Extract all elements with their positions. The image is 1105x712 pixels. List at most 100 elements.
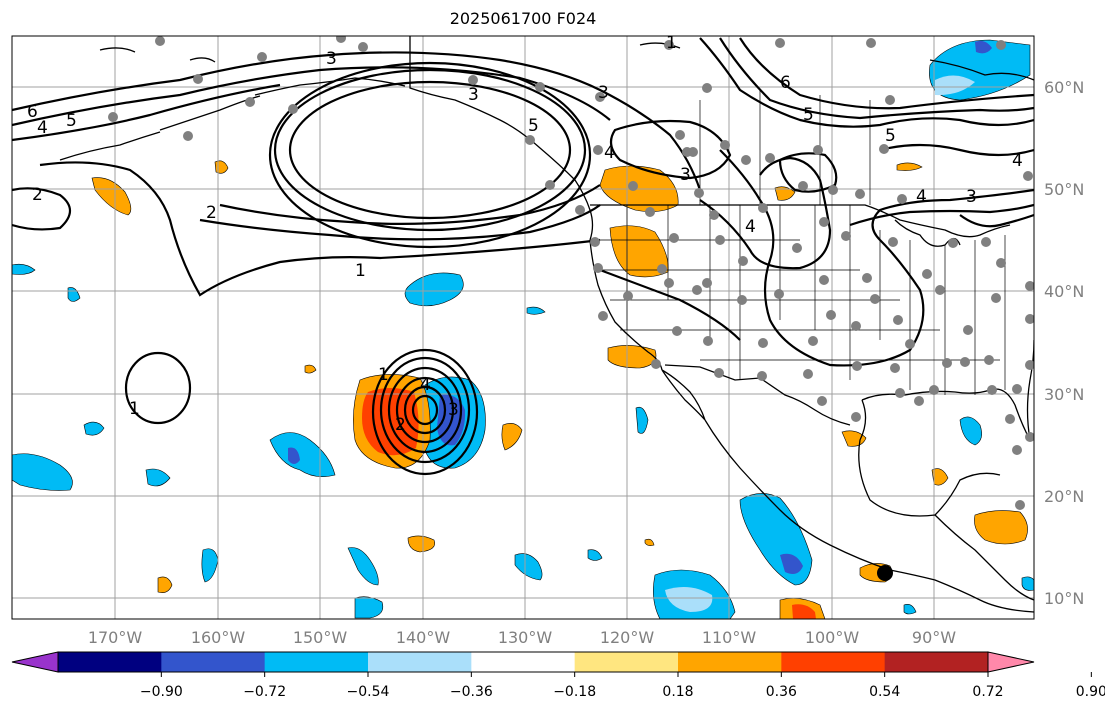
latitude-label: 50°N — [1044, 180, 1084, 199]
shade-neg-west-1-dark — [288, 447, 300, 464]
contour-label: 4 — [604, 143, 615, 163]
contour-label: 5 — [66, 111, 77, 131]
colorbar-label: 0.72 — [972, 684, 1003, 700]
shade-neg-ne-light — [935, 75, 975, 96]
colorbar-label: −0.36 — [450, 684, 493, 700]
colorbar-cell — [678, 652, 782, 672]
station-dots — [108, 36, 1034, 510]
colorbar: −0.90 −0.72 −0.54 −0.36 −0.18 0.18 0.36 0.54 0.7… — [11, 651, 1105, 700]
contour-label: 2 — [395, 415, 406, 435]
shade-neg-west-9 — [12, 263, 36, 275]
map-title: 2025061700 F024 — [449, 9, 597, 28]
shade-neg-small-2 — [587, 549, 603, 561]
contour-label: 4 — [37, 118, 48, 138]
longitude-label: 110°W — [702, 628, 757, 647]
colorbar-extend-right — [987, 651, 1035, 673]
contour-label: 1 — [378, 365, 389, 385]
shade-neg-dark — [975, 40, 992, 54]
colorbar-cell — [884, 652, 989, 672]
longitude-label: 120°W — [600, 628, 655, 647]
contour-label: 3 — [966, 187, 977, 207]
latitude-label: 40°N — [1044, 282, 1084, 301]
shade-neg-west-6 — [347, 547, 379, 586]
colorbar-cell — [161, 652, 266, 672]
shade-neg-west-7 — [354, 596, 384, 619]
colorbar-label: −0.18 — [553, 684, 596, 700]
map-panel — [12, 36, 1034, 619]
shade-neg-west-3 — [83, 421, 105, 436]
latitude-labels: 60°N 50°N 40°N 30°N 20°N 10°N — [1044, 78, 1084, 608]
colorbar-cell — [58, 652, 162, 672]
shade-neg-west-5 — [201, 548, 219, 583]
contour-label: 6 — [780, 73, 791, 93]
contour-label: 4 — [916, 187, 927, 207]
colorbar-cell — [264, 652, 369, 672]
contour-label: 5 — [885, 126, 896, 146]
contour-label: 4 — [745, 217, 756, 237]
contour-label: 1 — [666, 33, 677, 53]
state-borders — [590, 90, 1006, 395]
shade-neg-small-1 — [526, 306, 546, 315]
latitude-label: 30°N — [1044, 385, 1084, 404]
longitude-label: 140°W — [396, 628, 451, 647]
colorbar-cell — [574, 652, 679, 672]
contour-label: 2 — [32, 185, 43, 205]
contour-label-group: 6 4 5 3 2 1 3 4 5 3 4 5 6 4 3 2 1 1 2 3 … — [27, 33, 1023, 435]
contour-label: 4 — [420, 375, 431, 395]
shade-pos-west-3 — [501, 423, 523, 451]
longitude-label: 130°W — [498, 628, 553, 647]
contour-label: 3 — [680, 165, 691, 185]
contour-label: 3 — [468, 85, 479, 105]
shade-neg-pacific-40 — [404, 272, 464, 307]
shade-neg-gulf — [959, 416, 982, 446]
hurricane-marker — [877, 565, 893, 581]
shade-pos-west-1 — [91, 177, 132, 216]
contour-label: 4 — [1012, 151, 1023, 171]
shade-neg-west-2 — [12, 453, 73, 491]
shade-neg-small-5 — [635, 406, 649, 434]
map-frame — [11, 35, 1035, 620]
contour-lines — [12, 37, 1034, 476]
contour-label: 5 — [528, 116, 539, 136]
contour-label: 3 — [598, 83, 609, 103]
shade-pos-plains — [774, 186, 796, 201]
contour-label: 5 — [803, 105, 814, 125]
longitude-label: 100°W — [805, 628, 860, 647]
colorbar-label: 0.90 — [1076, 684, 1105, 700]
latitude-label: 10°N — [1044, 589, 1084, 608]
shade-pos-small-2 — [896, 162, 923, 171]
shade-pos-small-3 — [644, 538, 655, 546]
colorbar-label: 0.18 — [662, 684, 693, 700]
colorbar-label: −0.90 — [140, 684, 183, 700]
colorbar-extend-left — [11, 651, 59, 673]
shade-neg-west-4 — [145, 468, 171, 487]
longitude-label: 150°W — [293, 628, 348, 647]
latitude-label: 60°N — [1044, 78, 1084, 97]
contour-label: 1 — [355, 261, 366, 281]
longitude-label: 160°W — [191, 628, 246, 647]
shade-neg-small-3 — [903, 604, 917, 615]
shade-pos-gulf-2 — [931, 468, 949, 486]
shade-pos-mex-3-core — [792, 604, 816, 619]
shade-pos-baja — [607, 345, 657, 369]
contour-label: 3 — [448, 400, 459, 420]
shade-pos-mex-2 — [974, 510, 1028, 545]
shade-neg-west-1 — [269, 432, 336, 477]
longitude-label: 170°W — [88, 628, 143, 647]
shade-neg-mex-2-light — [665, 586, 713, 612]
longitude-label: 90°W — [912, 628, 956, 647]
colorbar-cell — [471, 652, 576, 672]
colorbar-cell — [781, 652, 886, 672]
longitude-labels: 170°W 160°W 150°W 140°W 130°W 120°W 110°… — [88, 628, 956, 647]
shade-neg-mex-1-dark — [780, 553, 803, 574]
latitude-label: 20°N — [1044, 487, 1084, 506]
colorbar-label: −0.72 — [243, 684, 286, 700]
colorbar-label: −0.54 — [347, 684, 390, 700]
shade-neg-small-4 — [1021, 576, 1034, 591]
colorbar-cell — [368, 652, 472, 672]
contour-label: 1 — [129, 399, 140, 419]
contour-label: 3 — [326, 49, 337, 69]
colorbar-label: 0.54 — [869, 684, 900, 700]
shade-pos-small-1 — [304, 364, 317, 374]
